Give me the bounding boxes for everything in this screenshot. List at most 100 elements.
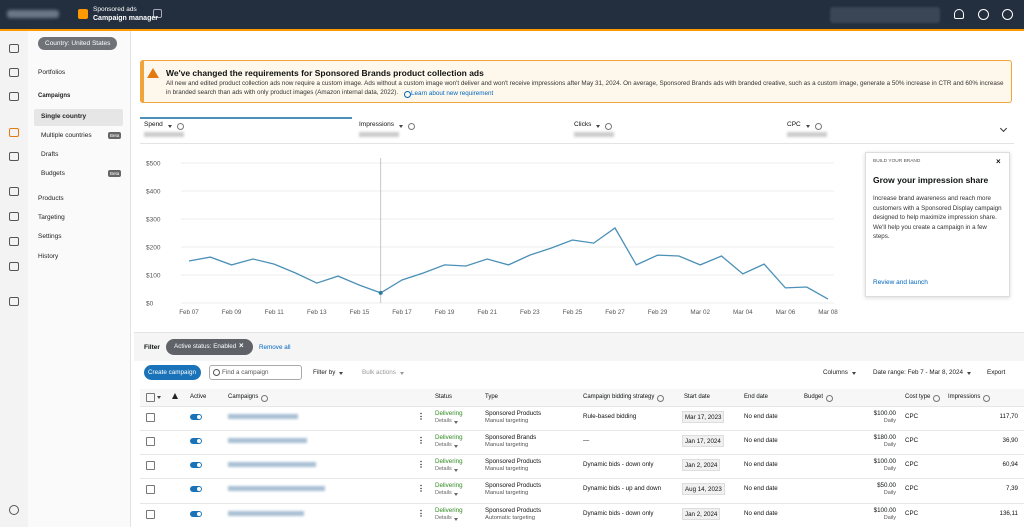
close[interactable]: ×: [996, 157, 1001, 166]
toggle[interactable]: [190, 438, 202, 444]
rail-icon[interactable]: [9, 92, 19, 101]
row-checkbox[interactable]: [146, 413, 155, 422]
status-details[interactable]: Details: [435, 515, 452, 521]
status-details[interactable]: Details: [435, 466, 452, 472]
metric-label[interactable]: Impressions: [359, 121, 395, 128]
nav-item[interactable]: Portfolios: [38, 69, 66, 76]
row-menu[interactable]: ⋮: [417, 509, 425, 518]
campaign-name-blurred[interactable]: [228, 511, 304, 516]
remove-all[interactable]: Remove all: [259, 344, 291, 351]
rail-icon[interactable]: [9, 237, 19, 246]
row-checkbox[interactable]: [146, 437, 155, 446]
campaign-name-blurred[interactable]: [228, 486, 325, 491]
status-details[interactable]: Details: [435, 490, 452, 496]
budget[interactable]: $180.00: [873, 434, 896, 441]
nav-item[interactable]: Budgets: [41, 170, 65, 177]
row-menu[interactable]: ⋮: [417, 484, 425, 493]
nav-selected: [34, 109, 123, 126]
rail-icon[interactable]: [9, 297, 19, 306]
column-header[interactable]: End date: [744, 394, 769, 400]
help[interactable]: [978, 9, 989, 20]
campaign-name-blurred[interactable]: [228, 438, 307, 443]
nav-item[interactable]: Targeting: [38, 214, 65, 221]
row-checkbox[interactable]: [146, 510, 155, 519]
toolbar-button[interactable]: Bulk actions: [362, 369, 396, 376]
start-date[interactable]: Aug 14, 2023: [682, 483, 725, 495]
x-tick-label: Mar 06: [776, 309, 796, 316]
column-header[interactable]: Status: [435, 394, 453, 400]
promo-title: Grow your impression share: [873, 175, 989, 185]
rail-icon[interactable]: [9, 44, 19, 53]
toolbar-button[interactable]: Filter by: [313, 369, 336, 376]
status-details[interactable]: Details: [435, 418, 452, 424]
start-date[interactable]: Jan 17, 2024: [682, 435, 724, 447]
chip-remove[interactable]: ×: [239, 341, 244, 350]
column-header[interactable]: Impressions: [948, 394, 981, 400]
row-menu[interactable]: ⋮: [417, 412, 425, 421]
column-header[interactable]: Active: [190, 394, 207, 400]
start-date[interactable]: Jan 2, 2024: [682, 459, 721, 471]
toggle[interactable]: [190, 486, 202, 492]
status-details[interactable]: Details: [435, 442, 452, 448]
export[interactable]: Export: [987, 369, 1006, 376]
nav-item[interactable]: Multiple countries: [41, 132, 92, 139]
campaign-name-blurred[interactable]: [228, 414, 298, 419]
promo-link[interactable]: Review and launch: [873, 279, 928, 286]
row-checkbox[interactable]: [146, 485, 155, 494]
notifications[interactable]: [954, 9, 964, 19]
rail-icon[interactable]: [9, 187, 19, 196]
rail-icon[interactable]: [9, 505, 19, 515]
bidding-strategy: Dynamic bids - down only: [583, 461, 654, 468]
budget[interactable]: $100.00: [873, 410, 896, 417]
metric-value-blurred: [574, 132, 614, 137]
nav-item[interactable]: Products: [38, 195, 64, 202]
row-line: [140, 454, 1024, 455]
column-header[interactable]: Type: [485, 394, 499, 400]
search-box[interactable]: [209, 365, 302, 380]
toggle[interactable]: [190, 462, 202, 468]
create-button[interactable]: [144, 365, 201, 380]
column-header[interactable]: Cost type: [905, 394, 931, 400]
nav-item[interactable]: Settings: [38, 233, 62, 240]
toolbar-button[interactable]: Date range: Feb 7 - Mar 8, 2024: [873, 369, 963, 376]
budget[interactable]: $100.00: [873, 507, 896, 514]
start-date[interactable]: Jan 2, 2024: [682, 508, 721, 520]
budget[interactable]: $100.00: [873, 458, 896, 465]
rail-icon[interactable]: [9, 152, 19, 161]
column-header[interactable]: Start date: [684, 394, 711, 400]
rail-icon[interactable]: [9, 212, 19, 221]
caret: [400, 372, 404, 375]
caret: [454, 421, 458, 424]
column-header[interactable]: Campaign bidding strategy: [583, 394, 655, 400]
budget[interactable]: $50.00: [877, 482, 896, 489]
metric-label[interactable]: Clicks: [574, 121, 592, 128]
toggle[interactable]: [190, 511, 202, 517]
account-switcher[interactable]: [830, 7, 940, 23]
row-checkbox[interactable]: [146, 461, 155, 470]
nav-item[interactable]: Single country: [41, 113, 87, 120]
column-header[interactable]: Budget: [804, 394, 824, 400]
country-selector[interactable]: Country: United States: [38, 37, 118, 50]
toolbar-button[interactable]: Columns: [823, 369, 848, 376]
logo[interactable]: [7, 10, 59, 18]
cost-type: CPC: [905, 413, 919, 420]
row-menu[interactable]: ⋮: [417, 436, 425, 445]
metric-label[interactable]: Spend: [144, 121, 163, 128]
rail-icon[interactable]: [9, 68, 19, 77]
column-header[interactable]: Campaigns: [228, 394, 259, 400]
row-menu[interactable]: ⋮: [417, 460, 425, 469]
profile[interactable]: [1002, 9, 1013, 20]
start-date[interactable]: Mar 17, 2023: [682, 411, 725, 423]
home-icon[interactable]: [153, 9, 162, 18]
row-line: [140, 503, 1024, 504]
nav-item[interactable]: Drafts: [41, 151, 59, 158]
rail-icon[interactable]: [9, 128, 19, 137]
banner-link[interactable]: Learn about new requirement: [411, 90, 494, 97]
rail-icon[interactable]: [9, 262, 19, 271]
header-checkbox[interactable]: [146, 393, 155, 402]
end-date: No end date: [744, 413, 778, 420]
nav-item[interactable]: History: [38, 253, 59, 260]
toggle[interactable]: [190, 414, 202, 420]
campaign-name-blurred[interactable]: [228, 462, 316, 467]
metric-label[interactable]: CPC: [787, 121, 801, 128]
